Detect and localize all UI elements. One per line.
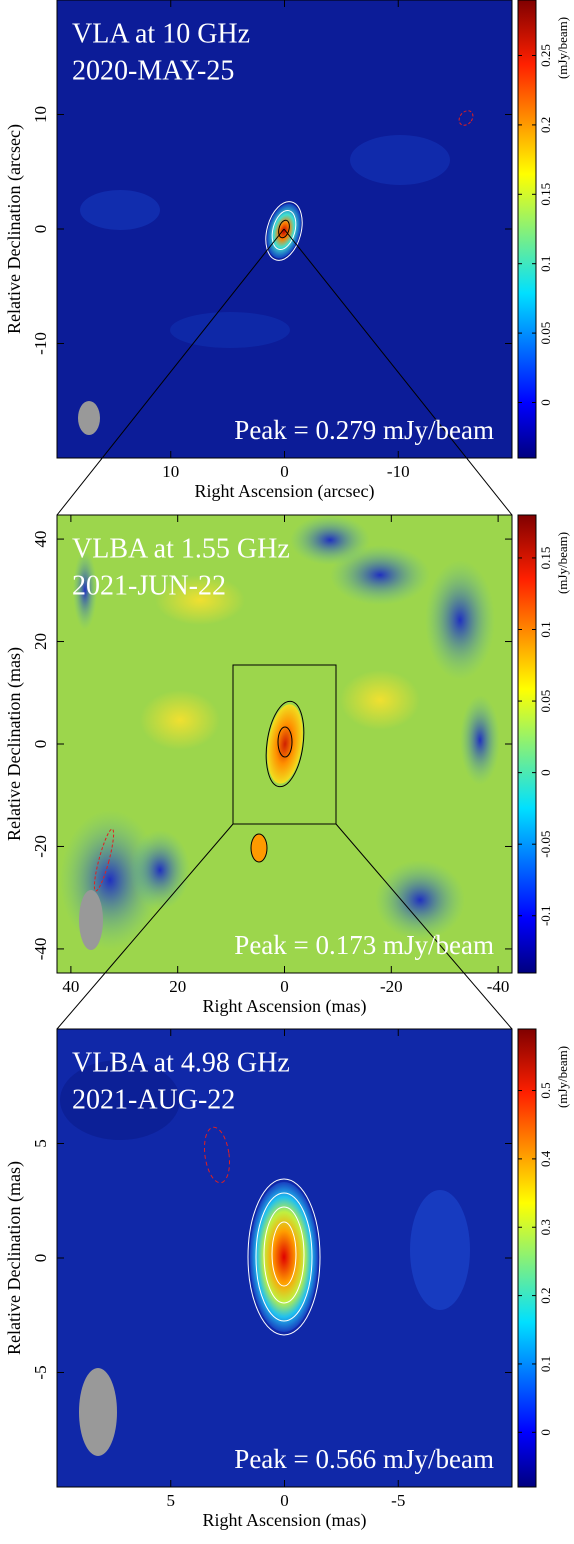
colorbar-tick-label: 0.1 xyxy=(538,256,553,272)
map-date: 2020-MAY-25 xyxy=(72,55,234,86)
y-tick-label: 20 xyxy=(31,633,50,650)
map-title: VLBA at 1.55 GHz xyxy=(72,533,290,564)
colorbar-label: (mJy/beam) xyxy=(555,1046,570,1108)
colorbar-tick-label: 0.3 xyxy=(538,1219,553,1235)
colorbar-tick-label: 0.15 xyxy=(538,547,553,570)
x-tick-label: 5 xyxy=(167,1491,176,1510)
colorbar xyxy=(517,514,537,974)
y-tick-label: 0 xyxy=(31,1254,50,1263)
peak-annotation: Peak = 0.279 mJy/beam xyxy=(234,415,494,445)
colorbar xyxy=(517,1028,537,1488)
map-date: 2021-JUN-22 xyxy=(72,570,226,601)
colorbar-tick-label: 0.2 xyxy=(538,117,553,133)
x-tick-label: 0 xyxy=(280,1491,289,1510)
colorbar-label: (mJy/beam) xyxy=(555,532,570,594)
colorbar-tick-label: 0.4 xyxy=(538,1150,553,1167)
zoom-lines xyxy=(56,228,513,1030)
colorbar-tick-label: 0.05 xyxy=(538,322,553,345)
x-tick-label: -40 xyxy=(487,977,510,996)
map-title: VLA at 10 GHz xyxy=(72,18,250,49)
x-tick-label: 0 xyxy=(280,977,289,996)
x-axis-label: Right Ascension (arcsec) xyxy=(195,481,375,502)
y-tick-label: 5 xyxy=(31,1139,50,1148)
y-tick-label: 0 xyxy=(31,225,50,234)
peak-annotation: Peak = 0.173 mJy/beam xyxy=(234,930,494,960)
y-tick-label: -20 xyxy=(31,835,50,858)
x-tick-label: -20 xyxy=(380,977,403,996)
colorbar-tick-label: 0.05 xyxy=(538,690,553,713)
y-axis-label: Relative Declination (mas) xyxy=(4,1161,25,1355)
y-axis-label: Relative Declination (mas) xyxy=(4,647,25,841)
y-tick-label: -40 xyxy=(31,938,50,961)
colorbar xyxy=(517,0,537,459)
colorbar-tick-label: 0.5 xyxy=(538,1082,553,1098)
colorbar-tick-label: 0.1 xyxy=(538,1356,553,1372)
colorbar-tick-label: 0 xyxy=(538,769,553,776)
x-tick-label: -5 xyxy=(391,1491,405,1510)
map-image xyxy=(57,1029,512,1487)
x-tick-label: 10 xyxy=(162,462,179,481)
x-axis-label: Right Ascension (mas) xyxy=(203,1510,367,1531)
map-date: 2021-AUG-22 xyxy=(72,1084,235,1115)
colorbar-tick-label: 0 xyxy=(538,399,553,406)
colorbar-tick-label: -0.05 xyxy=(538,831,553,858)
y-tick-label: 0 xyxy=(31,740,50,749)
y-axis-label: Relative Declination (arcsec) xyxy=(4,124,25,334)
x-tick-label: -10 xyxy=(387,462,410,481)
x-tick-label: 0 xyxy=(280,462,289,481)
colorbar-tick-label: -0.1 xyxy=(538,905,553,926)
colorbar-tick-label: 0.15 xyxy=(538,183,553,206)
x-axis-label: Right Ascension (mas) xyxy=(203,996,367,1017)
map-image xyxy=(57,515,512,973)
peak-annotation: Peak = 0.566 mJy/beam xyxy=(234,1444,494,1474)
colorbar-tick-label: 0.2 xyxy=(538,1287,553,1303)
y-tick-label: 10 xyxy=(31,106,50,123)
colorbar-tick-label: 0 xyxy=(538,1429,553,1436)
y-tick-label: 40 xyxy=(31,531,50,548)
x-tick-label: 20 xyxy=(169,977,186,996)
colorbar-label: (mJy/beam) xyxy=(555,17,570,79)
map-title: VLBA at 4.98 GHz xyxy=(72,1047,290,1078)
y-tick-label: -5 xyxy=(31,1365,50,1379)
colorbar-tick-label: 0.1 xyxy=(538,621,553,637)
x-tick-label: 40 xyxy=(62,977,79,996)
colorbar-tick-label: 0.25 xyxy=(538,44,553,67)
y-tick-label: -10 xyxy=(31,332,50,355)
